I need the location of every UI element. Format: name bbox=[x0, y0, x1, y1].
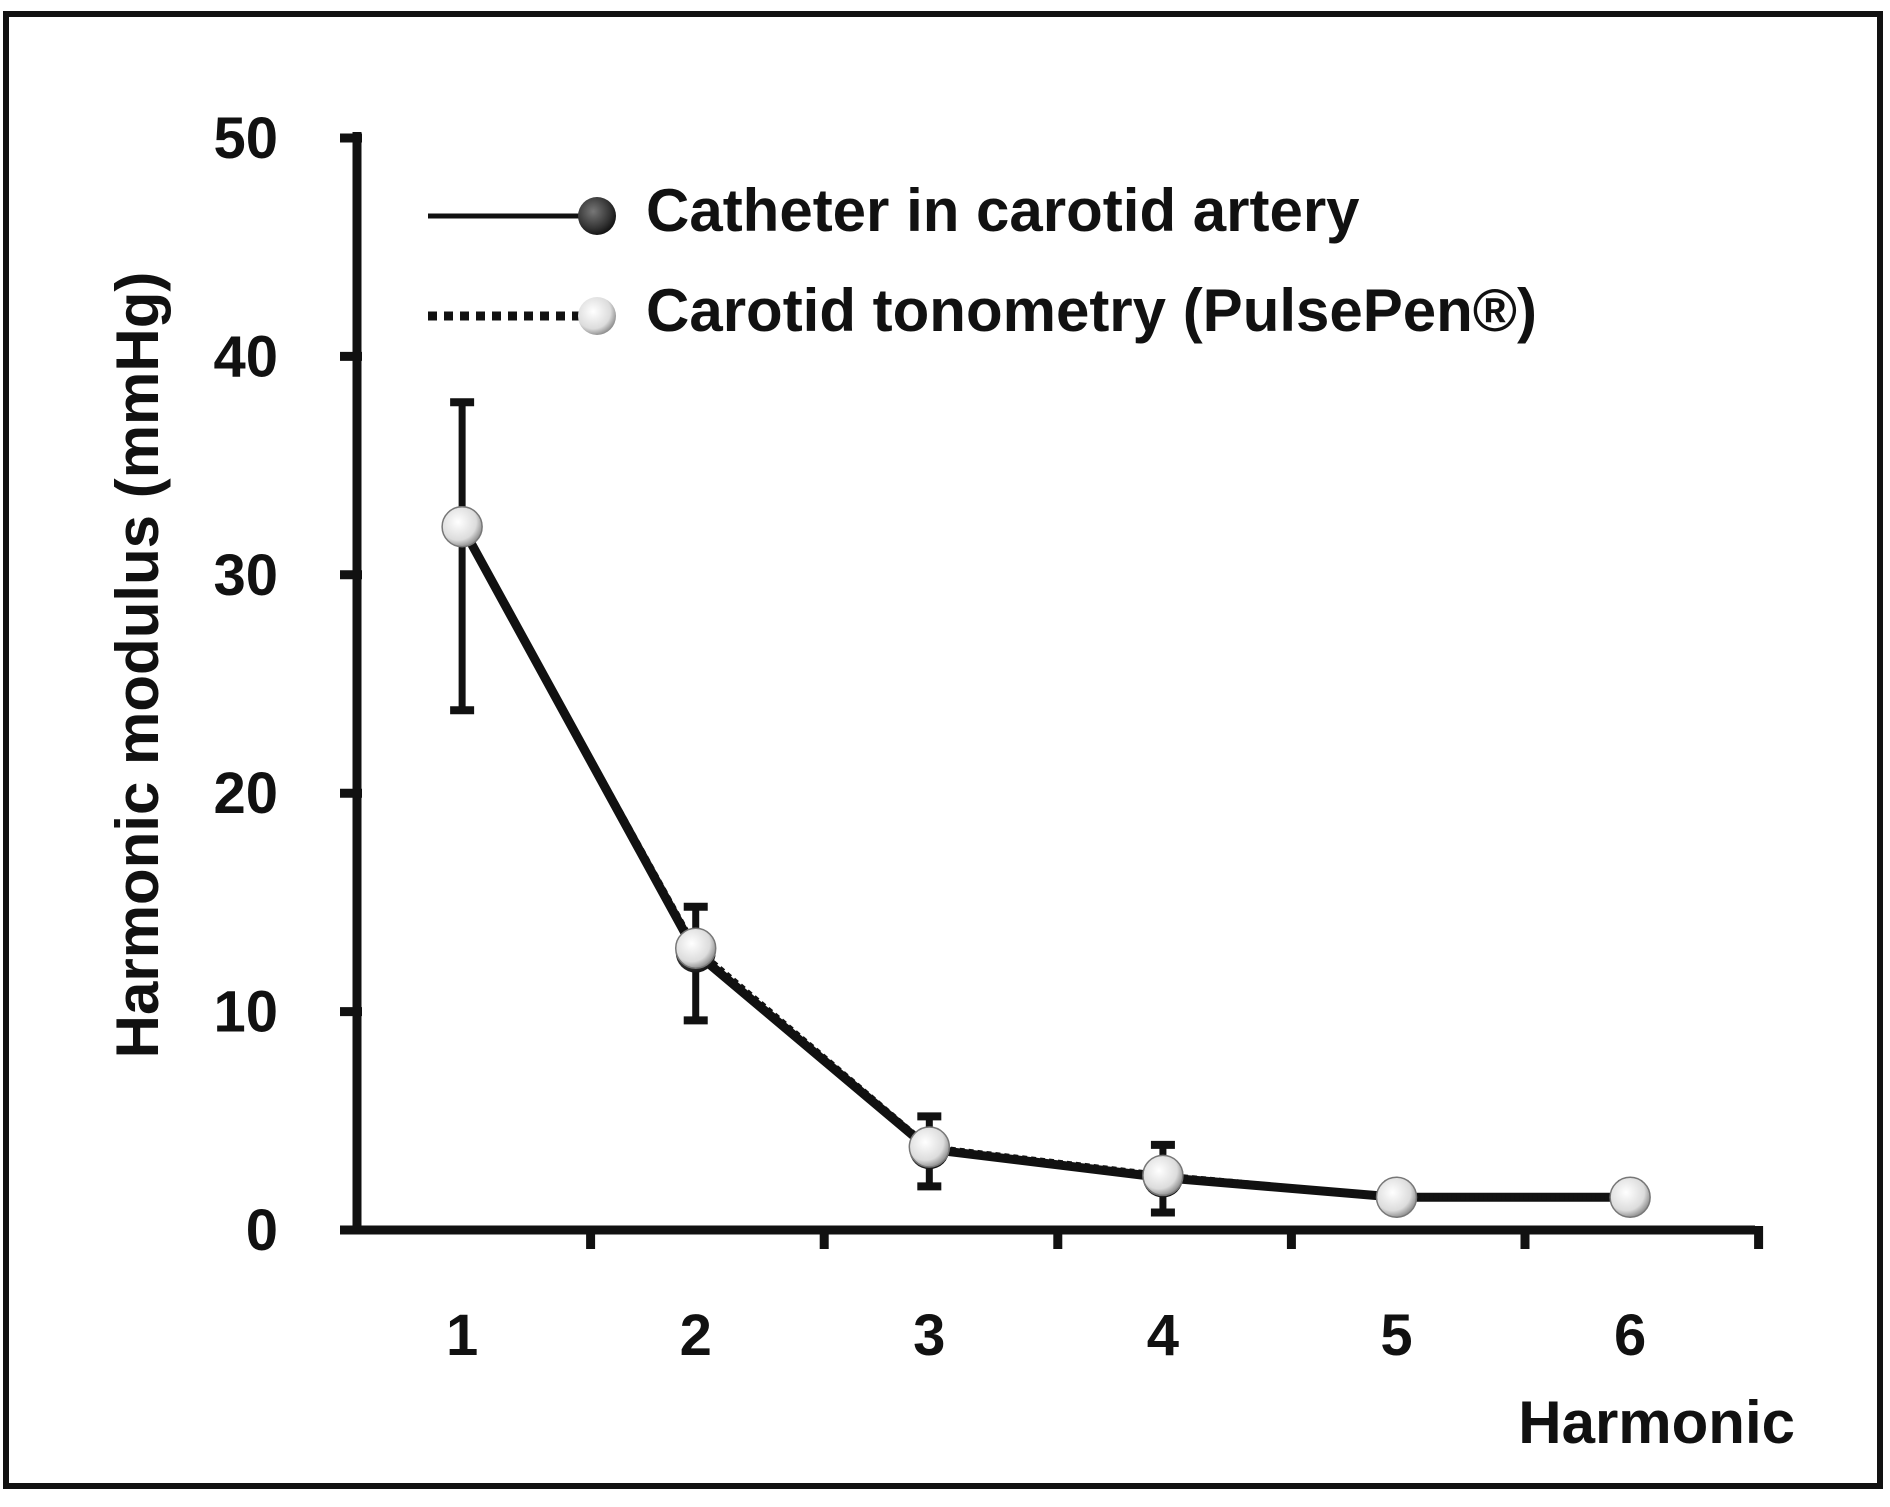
marker-tonometry-2 bbox=[908, 1126, 951, 1168]
marker-tonometry-4 bbox=[1375, 1176, 1418, 1218]
marker-tonometry-5 bbox=[1609, 1176, 1651, 1218]
y-tick-label-1: 10 bbox=[213, 980, 278, 1045]
x-tick-label-1: 2 bbox=[680, 1303, 712, 1368]
x-tick-label-4: 5 bbox=[1380, 1303, 1412, 1368]
figure-frame bbox=[3, 11, 1883, 1489]
x-tick-label-2: 3 bbox=[913, 1303, 945, 1368]
y-tick-label-4: 40 bbox=[213, 324, 278, 389]
marker-tonometry-0 bbox=[441, 506, 483, 548]
x-axis-title: Harmonic bbox=[1518, 1389, 1795, 1456]
y-axis-title: Harmonic modulus (mmHg) bbox=[104, 272, 171, 1059]
y-tick-label-5: 50 bbox=[213, 106, 278, 171]
y-tick-label-3: 30 bbox=[213, 543, 278, 608]
marker-tonometry-3 bbox=[1142, 1154, 1184, 1197]
x-tick-label-3: 4 bbox=[1147, 1303, 1179, 1368]
x-tick-label-5: 6 bbox=[1614, 1303, 1646, 1368]
error-bar-0 bbox=[450, 398, 475, 715]
legend-label-tonometry: Carotid tonometry (PulsePen®) bbox=[646, 277, 1537, 344]
y-tick-label-0: 0 bbox=[246, 1198, 278, 1263]
y-tick-label-2: 20 bbox=[213, 761, 278, 826]
marker-tonometry-1 bbox=[674, 927, 717, 970]
legend: Catheter in carotid artery Carotid tonom… bbox=[428, 177, 1537, 344]
legend-marker-catheter bbox=[578, 197, 616, 235]
x-tick-label-0: 1 bbox=[446, 1303, 478, 1368]
legend-marker-tonometry bbox=[578, 297, 616, 335]
series-line-1 bbox=[459, 525, 1631, 1201]
legend-label-catheter: Catheter in carotid artery bbox=[646, 177, 1360, 244]
